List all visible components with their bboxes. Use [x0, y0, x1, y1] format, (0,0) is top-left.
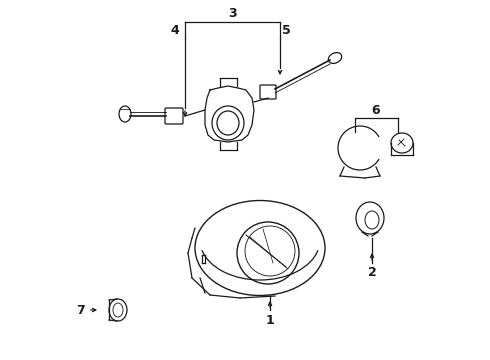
Text: 4: 4 [171, 23, 179, 36]
Text: 2: 2 [368, 266, 376, 279]
Text: 7: 7 [75, 303, 84, 316]
Text: 1: 1 [266, 314, 274, 327]
Text: 3: 3 [228, 6, 236, 19]
Text: 6: 6 [372, 104, 380, 117]
Text: 5: 5 [282, 23, 291, 36]
